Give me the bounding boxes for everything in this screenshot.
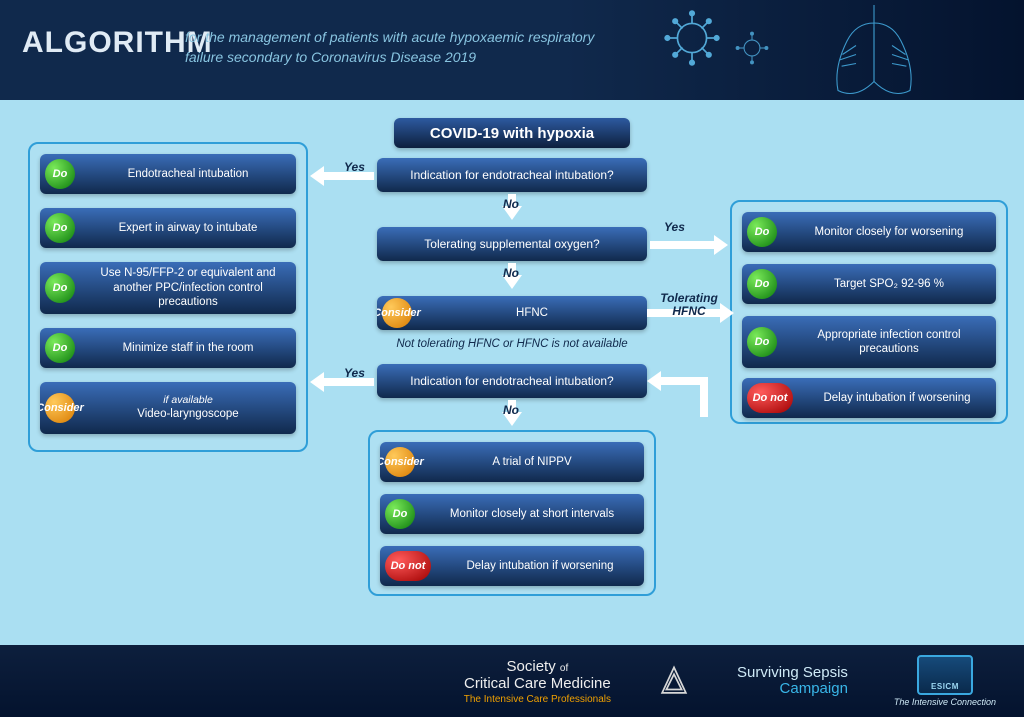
action-text: Minimize staff in the room [80,328,296,368]
action-item: Do Target SPO₂ 92-96 % [742,264,996,304]
edge-label: Yes [664,220,685,234]
badge-do: Do [40,328,80,368]
edge-label: No [503,403,519,417]
badge-do: Do [380,494,420,534]
action-text: Use N-95/FFP-2 or equivalent and another… [80,262,296,314]
caption-hfnc: Not tolerating HFNC or HFNC is not avail… [382,338,642,350]
header-art [634,0,1014,100]
action-item: Do not Delay intubation if worsening [380,546,644,586]
node-title: COVID-19 with hypoxia [394,118,630,148]
action-item: Do Appropriate infection control precaut… [742,316,996,368]
node-q3: Indication for endotracheal intubation? [377,364,647,398]
edge-label: Yes [344,160,365,174]
action-text: A trial of NIPPV [420,442,644,482]
flowchart-canvas: COVID-19 with hypoxia Indication for end… [0,100,1024,645]
action-item: Do Monitor closely at short intervals [380,494,644,534]
virus-icon [664,10,720,66]
action-item: Do Use N-95/FFP-2 or equivalent and anot… [40,262,296,314]
action-text: Delay intubation if worsening [798,378,996,418]
badge-donot: Do not [380,546,436,586]
sccm-logo-icon [657,664,691,698]
action-item: Do Monitor closely for worsening [742,212,996,252]
badge-do: Do [40,262,80,314]
node-q1: Indication for endotracheal intubation? [377,158,647,192]
action-text: HFNC [417,296,647,330]
action-text: Delay intubation if worsening [436,546,644,586]
action-text: Endotracheal intubation [80,154,296,194]
esicm-logo-icon: ESICM [917,655,973,695]
action-text: Expert in airway to intubate [80,208,296,248]
arrow-right [650,235,728,255]
edge-label: No [503,197,519,211]
arrow-left [647,371,665,391]
action-text: Monitor closely at short intervals [420,494,644,534]
badge-consider: Consider [380,442,420,482]
badge-donot: Do not [742,378,798,418]
connector [660,377,708,385]
badge-do: Do [40,154,80,194]
edge-label: Yes [344,366,365,380]
badge-do: Do [742,316,782,368]
edge-label: No [503,266,519,280]
lungs-icon [784,0,964,100]
badge-consider: Consider [377,296,417,330]
header: ALGORITHM for the management of patients… [0,0,1024,100]
action-text: if available Video-laryngoscope [80,382,296,434]
badge-consider: Consider [40,382,80,434]
virus-icon [734,30,770,66]
action-text: Appropriate infection control precaution… [782,316,996,368]
action-item: Consider A trial of NIPPV [380,442,644,482]
badge-do: Do [40,208,80,248]
badge-do: Do [742,212,782,252]
footer-ssc: Surviving Sepsis Campaign [737,665,848,698]
action-item: Do Endotracheal intubation [40,154,296,194]
action-item: Do not Delay intubation if worsening [742,378,996,418]
footer: Society of Critical Care Medicine The In… [0,645,1024,717]
footer-sccm: Society of Critical Care Medicine The In… [464,658,611,705]
action-text: Monitor closely for worsening [782,212,996,252]
node-q2: Tolerating supplemental oxygen? [377,227,647,261]
action-item: Do Minimize staff in the room [40,328,296,368]
edge-label: Tolerating HFNC [654,292,724,318]
action-item: Consider if available Video-laryngoscope [40,382,296,434]
action-item: Do Expert in airway to intubate [40,208,296,248]
footer-esicm: ESICM The Intensive Connection [894,655,996,707]
node-hfnc: Consider HFNC [377,296,647,330]
header-subtitle: for the management of patients with acut… [185,28,605,67]
badge-do: Do [742,264,782,304]
action-text: Target SPO₂ 92-96 % [782,264,996,304]
